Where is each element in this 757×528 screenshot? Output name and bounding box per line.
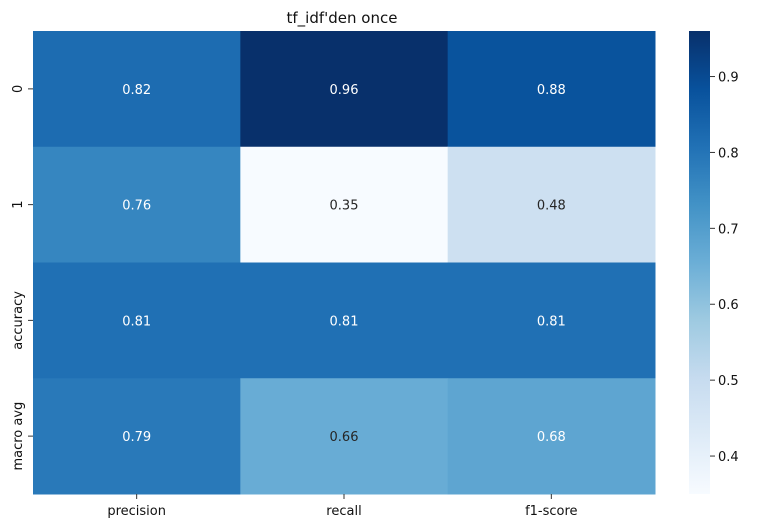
heatmap-cell (33, 31, 241, 148)
cell-annotation: 0.81 (330, 314, 359, 329)
heatmap-cell (447, 31, 656, 148)
heatmap-cell (33, 378, 241, 495)
heatmap-cell (240, 262, 449, 379)
cell-annotation: 0.48 (537, 199, 566, 214)
colorbar-tick-label: 0.8 (718, 146, 739, 161)
heatmap-cell (33, 146, 241, 263)
cell-annotation: 0.88 (537, 83, 566, 98)
cell-annotation: 0.96 (330, 83, 359, 98)
heatmap-cell (240, 146, 449, 263)
cell-annotation: 0.35 (330, 199, 359, 214)
cell-annotation: 0.66 (330, 430, 359, 445)
colorbar-gradient (689, 31, 710, 494)
y-tick-label: macro avg (11, 402, 26, 471)
y-axis: 0 1 accuracy macro avg (11, 85, 33, 471)
cell-annotation: 0.76 (122, 199, 151, 214)
heatmap-cells: 0.82 0.96 0.88 0.76 0.35 0.48 0.81 0.81 0.81 0.79… (33, 31, 656, 495)
heatmap-cell (240, 378, 449, 495)
cell-annotation: 0.82 (122, 83, 151, 98)
cell-annotation: 0.79 (122, 430, 151, 445)
x-tick-label: recall (326, 504, 361, 519)
heatmap-cell (447, 146, 656, 263)
colorbar-tick-label: 0.7 (718, 222, 739, 237)
y-tick-label: 1 (11, 200, 26, 208)
heatmap-cell (447, 378, 656, 495)
colorbar-tick-label: 0.6 (718, 298, 739, 313)
cell-annotation: 0.81 (122, 314, 151, 329)
colorbar-tick-label: 0.5 (718, 374, 739, 389)
heatmap-cell (33, 262, 241, 379)
heatmap-cell (240, 31, 449, 148)
heatmap-cell (447, 262, 656, 379)
colorbar: 0.4 0.5 0.6 0.7 0.8 0.9 (689, 31, 739, 494)
colorbar-tick-label: 0.4 (718, 450, 739, 465)
x-tick-label: precision (107, 504, 166, 519)
cell-annotation: 0.68 (537, 430, 566, 445)
y-tick-label: 0 (11, 85, 26, 93)
x-axis: precision recall f1-score (107, 494, 578, 519)
cell-annotation: 0.81 (537, 314, 566, 329)
y-tick-label: accuracy (11, 291, 26, 350)
colorbar-tick-label: 0.9 (718, 71, 739, 86)
x-tick-label: f1-score (525, 504, 577, 519)
chart-title: tf_idf'den once (287, 9, 398, 28)
